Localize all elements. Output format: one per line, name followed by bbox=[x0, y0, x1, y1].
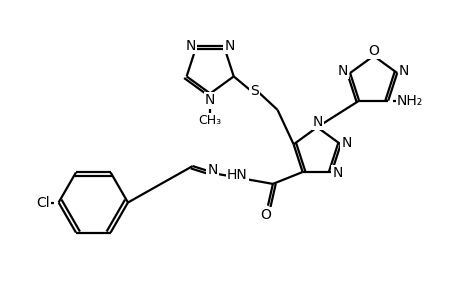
Text: S: S bbox=[250, 84, 258, 98]
Text: N: N bbox=[312, 115, 323, 129]
Text: N: N bbox=[341, 136, 351, 150]
Text: CH₃: CH₃ bbox=[198, 114, 221, 127]
Text: N: N bbox=[205, 94, 215, 107]
Text: O: O bbox=[367, 44, 378, 58]
Text: N: N bbox=[224, 39, 235, 53]
Text: HN: HN bbox=[226, 168, 247, 182]
Text: N: N bbox=[398, 64, 409, 78]
Text: N: N bbox=[332, 166, 342, 180]
Text: N: N bbox=[337, 64, 347, 78]
Text: N: N bbox=[207, 163, 217, 177]
Text: O: O bbox=[260, 208, 271, 222]
Text: NH₂: NH₂ bbox=[396, 94, 422, 108]
Text: N: N bbox=[185, 39, 196, 53]
Text: Cl: Cl bbox=[36, 196, 50, 209]
